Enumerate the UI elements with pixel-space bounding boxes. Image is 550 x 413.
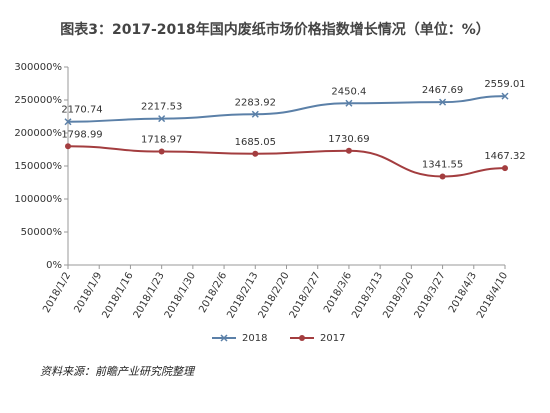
data-label: 2217.53 [141,102,182,113]
legend-label: 2017 [320,333,345,344]
data-label: 1467.32 [484,151,525,162]
y-tick-label: 300000% [14,62,62,73]
legend-marker [299,335,305,341]
point-marker [158,148,165,155]
y-tick-label: 200000% [14,128,62,139]
data-label: 1798.99 [61,129,102,140]
data-label: 2559.01 [484,79,525,90]
source-note: 资料来源：前瞻产业研究院整理 [40,365,196,378]
y-tick-label: 0% [46,260,62,271]
point-marker [439,173,446,180]
data-label: 1685.05 [235,137,276,148]
point-marker [345,147,352,154]
data-label: 1341.55 [422,159,463,170]
legend-marker [220,334,228,342]
data-label: 2450.4 [331,86,366,97]
legend-label: 2018 [242,333,267,344]
data-label: 2283.92 [235,97,276,108]
data-label: 1718.97 [141,135,182,146]
data-label: 1730.69 [328,134,369,145]
y-tick-label: 150000% [14,161,62,172]
point-marker [502,165,508,172]
chart-title: 图表3：2017-2018年国内废纸市场价格指数增长情况（单位：%） [60,21,490,38]
point-marker [251,110,259,118]
data-label: 2170.74 [61,105,102,116]
point-marker [158,115,166,123]
point-marker [252,150,259,157]
point-marker [345,99,353,107]
point-marker [64,118,72,126]
y-tick-label: 250000% [14,95,62,106]
point-marker [65,143,71,150]
y-tick-label: 50000% [21,227,62,238]
data-label: 2467.69 [422,85,463,96]
y-tick-label: 100000% [14,194,62,205]
point-marker [501,92,509,100]
point-marker [439,98,447,106]
